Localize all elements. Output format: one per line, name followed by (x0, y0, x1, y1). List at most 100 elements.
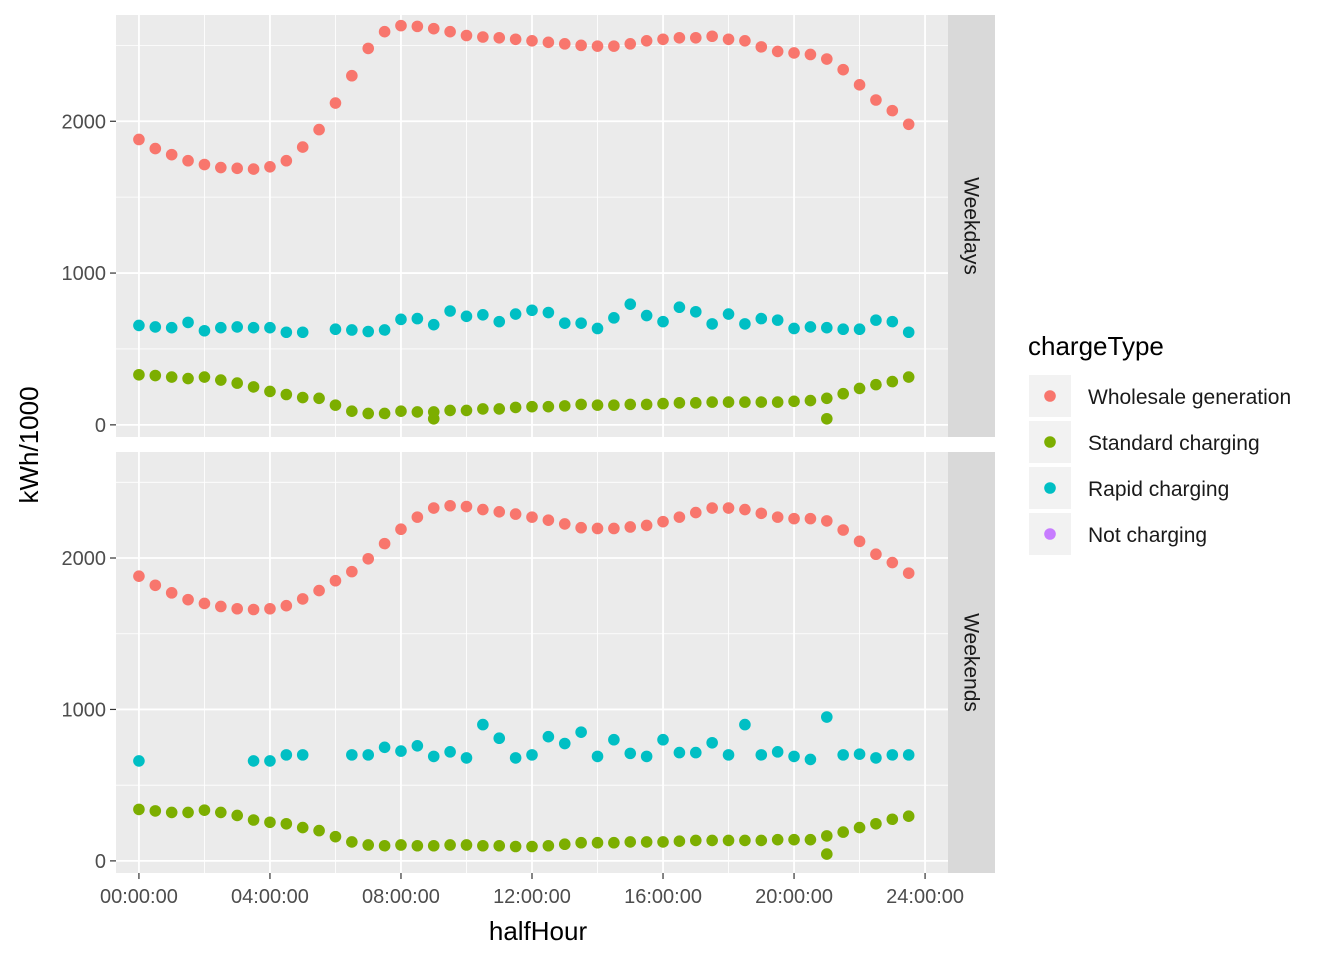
x-tick-label: 08:00:00 (362, 886, 440, 908)
data-point (673, 31, 686, 44)
data-point (788, 47, 800, 59)
data-point (821, 412, 833, 425)
data-point (870, 817, 882, 830)
data-point (215, 374, 227, 386)
data-point (182, 593, 194, 606)
data-point (608, 733, 620, 746)
data-point (755, 749, 768, 761)
data-point (444, 25, 456, 38)
data-point (346, 565, 358, 578)
data-point (640, 836, 653, 848)
data-point (296, 391, 309, 404)
data-point (231, 321, 243, 333)
data-point (771, 396, 784, 408)
data-point (460, 404, 473, 417)
data-point (558, 400, 571, 412)
data-point (657, 733, 669, 746)
data-point (821, 830, 833, 842)
data-point (198, 324, 211, 337)
data-point (215, 600, 227, 613)
data-point (706, 736, 718, 749)
legend-item: Standard charging (1029, 421, 1260, 463)
data-point (509, 840, 522, 853)
data-point (346, 749, 358, 761)
data-point (427, 502, 440, 514)
data-point (280, 599, 293, 612)
data-point (821, 515, 833, 527)
data-point (657, 397, 669, 410)
legend-item: Not charging (1029, 513, 1207, 555)
data-point (411, 839, 424, 852)
data-point (493, 315, 506, 328)
data-point (346, 69, 358, 82)
data-point (739, 503, 751, 516)
data-point (165, 806, 178, 819)
data-point (575, 726, 587, 738)
data-point (673, 746, 686, 759)
data-point (788, 750, 800, 763)
data-point (427, 406, 440, 418)
data-point (673, 511, 686, 523)
data-point (133, 803, 145, 816)
data-point (591, 522, 604, 535)
data-point (346, 324, 358, 336)
data-point (526, 511, 538, 523)
data-point (624, 836, 637, 848)
data-point (902, 371, 915, 383)
data-point (591, 322, 604, 335)
data-point (215, 161, 227, 174)
data-point (477, 309, 489, 321)
data-point (395, 523, 407, 536)
y-tick-label: 1000 (62, 699, 107, 721)
facet-strip-label: Weekdays (960, 177, 983, 275)
data-point (624, 38, 637, 50)
data-point (755, 396, 768, 408)
data-point (739, 834, 751, 847)
data-point (755, 834, 768, 847)
data-point (395, 19, 407, 32)
data-point (558, 737, 571, 750)
data-point (886, 375, 899, 388)
data-point (837, 63, 849, 76)
data-point (133, 755, 145, 767)
data-point (821, 392, 833, 405)
data-point (853, 821, 866, 834)
data-point (215, 321, 227, 334)
legend-key-marker (1044, 482, 1056, 494)
data-point (362, 325, 375, 338)
x-tick-label: 24:00:00 (886, 886, 964, 908)
series-wholesale-generation (133, 499, 915, 616)
data-point (902, 326, 915, 339)
axes: 0 1000 2000 0 1000 2000 00:00:00 04:00:00 08:00:… (62, 111, 965, 908)
data-point (231, 377, 243, 389)
data-point (346, 405, 358, 417)
data-point (493, 506, 506, 518)
data-point (296, 593, 309, 605)
data-point (608, 399, 620, 411)
data-point (493, 31, 506, 44)
data-point (133, 570, 145, 582)
data-point (886, 104, 899, 117)
data-point (689, 305, 702, 318)
data-point (591, 399, 604, 411)
data-point (706, 396, 718, 408)
data-point (558, 518, 571, 530)
data-point (722, 33, 735, 46)
data-point (460, 752, 473, 764)
data-point (837, 524, 849, 536)
data-point (526, 35, 538, 47)
data-point (886, 749, 899, 761)
data-point (477, 31, 489, 43)
data-point (444, 839, 456, 851)
data-point (329, 830, 342, 843)
data-point (411, 20, 424, 33)
data-point (689, 834, 702, 847)
data-point (165, 148, 178, 161)
data-point (722, 308, 735, 320)
data-point (231, 809, 243, 822)
data-point (689, 31, 702, 44)
data-point (149, 369, 162, 382)
data-point (264, 602, 276, 615)
data-point (689, 506, 702, 519)
